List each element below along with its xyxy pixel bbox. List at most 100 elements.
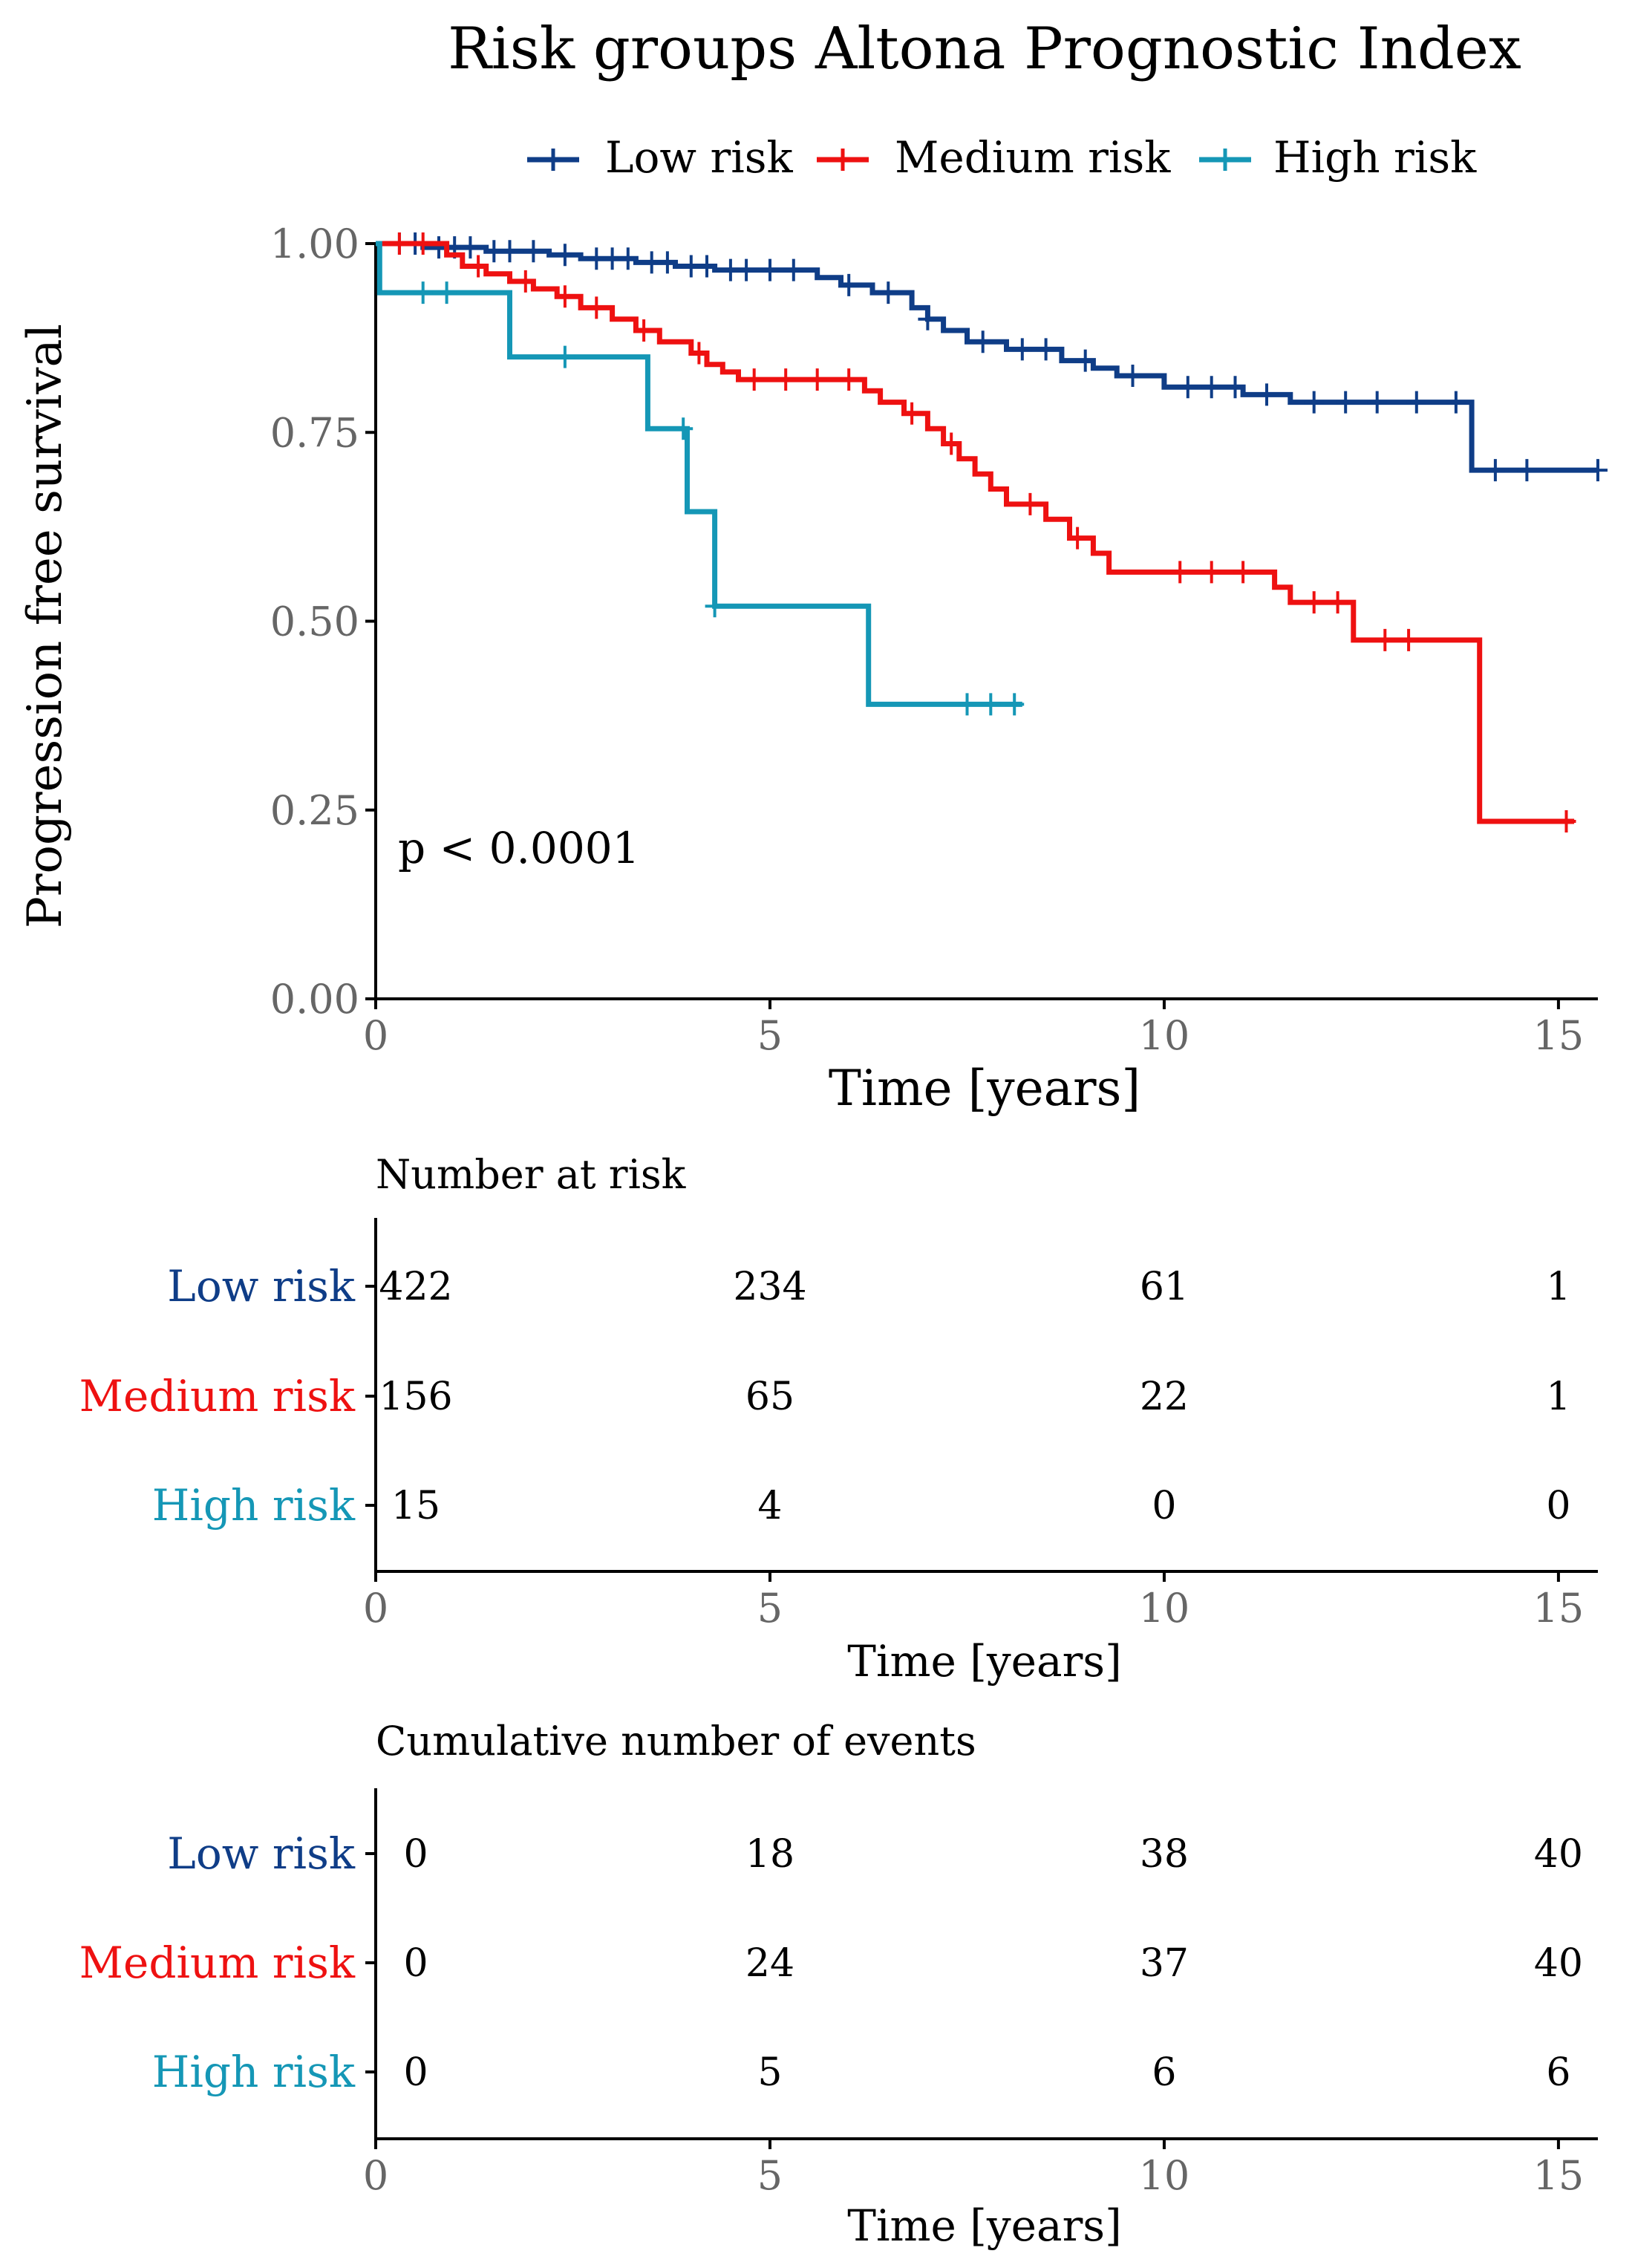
censor-mark	[1556, 810, 1576, 832]
censor-mark	[839, 368, 859, 391]
table-value: 22	[1140, 1375, 1189, 1419]
censor-mark	[1517, 459, 1537, 482]
legend-item-high-risk: High risk	[1199, 132, 1477, 183]
censor-mark	[555, 285, 575, 308]
censor-mark	[1485, 459, 1505, 482]
table-value: 234	[733, 1265, 806, 1309]
x-tick-label: 15	[1533, 1012, 1585, 1059]
p-value-annotation: p < 0.0001	[398, 823, 640, 873]
survival-curves	[376, 232, 1608, 832]
censor-mark	[744, 368, 764, 391]
censor-mark	[1233, 561, 1253, 584]
censor-mark	[1012, 338, 1032, 361]
censor-mark	[1328, 591, 1348, 614]
censor-mark	[1446, 391, 1466, 414]
km-line-medium-risk	[376, 241, 1575, 824]
legend-label-high-risk: High risk	[1273, 132, 1477, 183]
censor-mark	[957, 693, 977, 716]
events-table-rows: Low risk 0 18 38 40 Medium risk 0 24 37 40 High ri…	[79, 1828, 1583, 2097]
censor-mark	[973, 330, 993, 353]
censor-mark	[523, 240, 544, 263]
table-value: 18	[745, 1832, 794, 1877]
row-label-high-risk: High risk	[152, 1480, 356, 1531]
x-tick-label: 10	[1139, 1585, 1190, 1632]
censor-mark	[515, 270, 535, 293]
x-tick-label: 15	[1533, 2152, 1585, 2199]
x-tick-label: 15	[1533, 1585, 1585, 1632]
row-label-high-risk: High risk	[152, 2047, 356, 2097]
censor-mark	[413, 281, 433, 304]
table-value: 61	[1140, 1265, 1189, 1309]
series-medium-risk	[376, 232, 1576, 832]
censor-mark	[1225, 376, 1245, 399]
table-value: 156	[379, 1375, 452, 1419]
censor-mark	[469, 255, 489, 278]
legend-label-medium-risk: Medium risk	[895, 132, 1171, 183]
row-label-low-risk: Low risk	[167, 1828, 356, 1879]
table-value: 1	[1546, 1375, 1570, 1419]
censor-mark	[918, 307, 938, 330]
table-value: 1	[1546, 1265, 1570, 1309]
censor-mark	[941, 432, 962, 455]
table-value: 15	[391, 1484, 440, 1528]
censor-mark	[1367, 391, 1387, 414]
censor-mark	[1201, 376, 1221, 399]
risk-table-x-ticks: 0 5 10 15	[363, 1571, 1584, 1632]
table-value: 24	[745, 1941, 794, 1986]
censor-mark	[1336, 391, 1356, 414]
table-value: 38	[1140, 1832, 1189, 1877]
table-value: 0	[1546, 1484, 1570, 1528]
row-label-medium-risk: Medium risk	[79, 1938, 356, 1988]
table-value: 0	[403, 1832, 428, 1877]
censor-mark	[839, 273, 859, 296]
x-tick-label: 0	[363, 1012, 388, 1059]
censor-mark	[460, 236, 480, 259]
legend-item-low-risk: Low risk	[527, 132, 794, 183]
censor-mark	[673, 417, 694, 440]
censor-mark	[1170, 561, 1190, 584]
censor-mark	[1588, 459, 1608, 482]
legend-item-medium-risk: Medium risk	[817, 132, 1171, 183]
censor-mark	[1075, 349, 1095, 372]
censor-mark	[1375, 628, 1395, 651]
legend-label-low-risk: Low risk	[605, 132, 794, 183]
censor-mark	[555, 345, 575, 368]
censor-mark	[807, 368, 827, 391]
y-tick-label: 0.25	[270, 787, 359, 834]
x-tick-label: 5	[757, 1012, 783, 1059]
km-line-low-risk	[376, 241, 1598, 473]
risk-table-rows: Low risk 422 234 61 1 Medium risk 156 65 22 1 High…	[79, 1261, 1571, 1531]
censor-mark	[587, 296, 607, 319]
censor-mark	[878, 281, 898, 304]
x-tick-label: 10	[1139, 1012, 1190, 1059]
events-table-x-title: Time [years]	[847, 2200, 1121, 2251]
table-value: 40	[1534, 1832, 1583, 1877]
table-value: 0	[403, 1941, 428, 1986]
legend: Low risk Medium risk High risk	[527, 132, 1477, 183]
x-tick-label: 5	[757, 1585, 783, 1632]
chart-title: Risk groups Altona Prognostic Index	[448, 16, 1521, 82]
censor-mark	[737, 258, 757, 281]
table-value: 6	[1546, 2050, 1570, 2095]
row-label-medium-risk: Medium risk	[79, 1371, 356, 1421]
censor-mark	[1257, 383, 1276, 406]
x-tick-label: 5	[757, 2152, 783, 2199]
censor-mark	[1068, 527, 1088, 550]
x-axis-title: Time [years]	[829, 1060, 1140, 1117]
events-table: Cumulative number of events Low risk 0 18 3…	[79, 1718, 1598, 2251]
censor-mark	[783, 258, 803, 281]
y-tick-label: 1.00	[270, 221, 359, 267]
censor-mark	[697, 255, 717, 278]
table-value: 0	[403, 2050, 428, 2095]
censor-mark	[1399, 628, 1419, 651]
table-value: 40	[1534, 1941, 1583, 1986]
censor-mark	[1036, 338, 1056, 361]
x-axis-ticks: 0 5 10 15	[363, 999, 1584, 1059]
series-high-risk	[376, 241, 1025, 716]
risk-table-x-title: Time [years]	[847, 1636, 1121, 1687]
table-value: 4	[757, 1484, 782, 1528]
risk-table-title: Number at risk	[376, 1151, 687, 1198]
censor-mark	[1020, 492, 1040, 515]
